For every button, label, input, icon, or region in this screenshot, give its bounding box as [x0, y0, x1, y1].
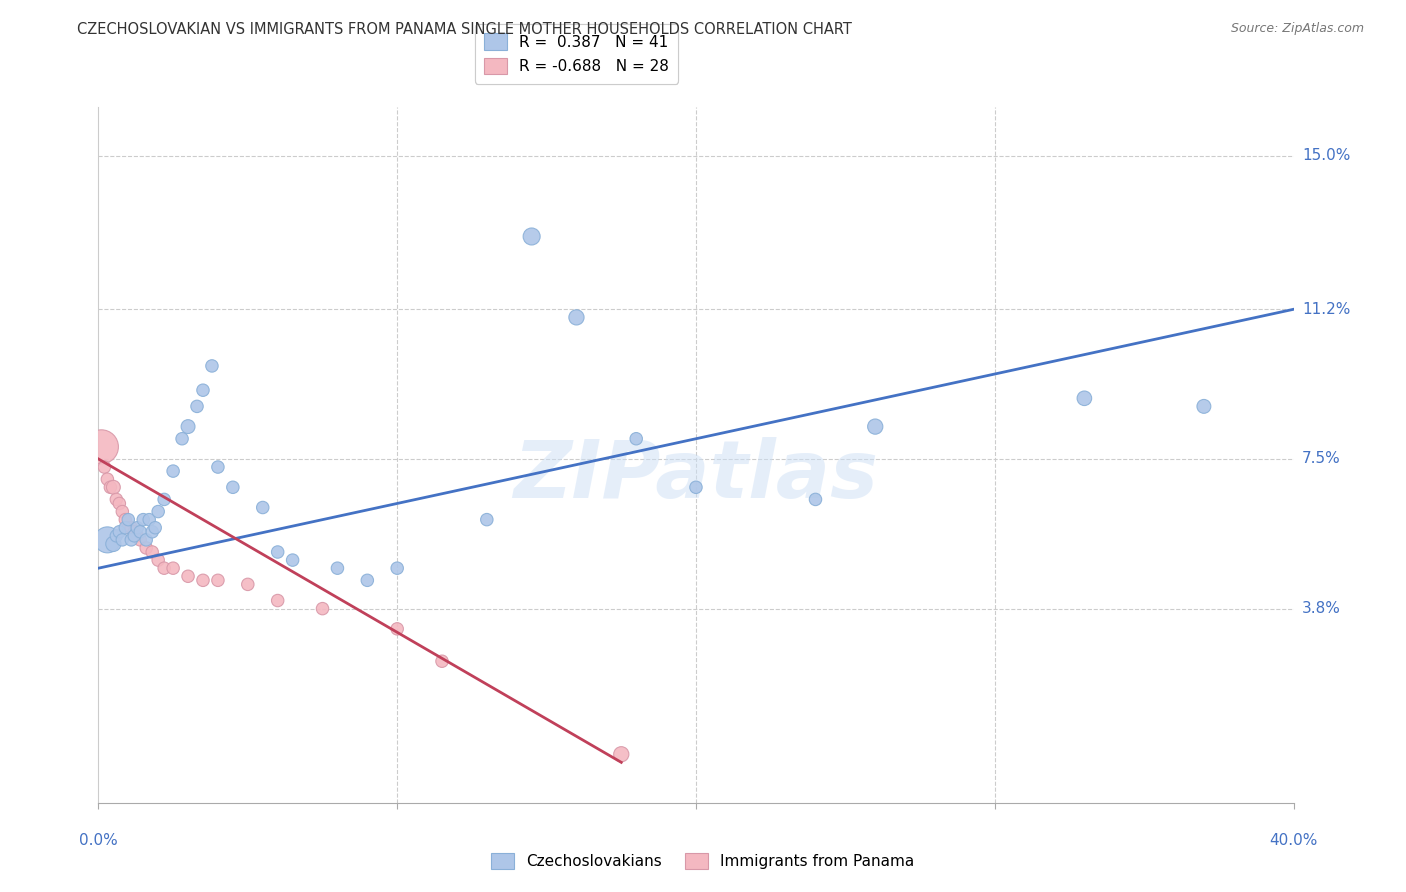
Point [191, 383, 214, 397]
Point [475, 513, 498, 527]
Point [103, 480, 125, 494]
Point [135, 533, 157, 547]
Legend: R =  0.387   N = 41, R = -0.688   N = 28: R = 0.387 N = 41, R = -0.688 N = 28 [475, 24, 678, 84]
Point [1073, 392, 1095, 406]
Point [430, 654, 453, 668]
Point [111, 504, 134, 518]
Point [124, 524, 146, 539]
Point [520, 229, 543, 244]
Point [138, 513, 160, 527]
Text: CZECHOSLOVAKIAN VS IMMIGRANTS FROM PANAMA SINGLE MOTHER HOUSEHOLDS CORRELATION C: CZECHOSLOVAKIAN VS IMMIGRANTS FROM PANAM… [77, 22, 852, 37]
Point [108, 524, 131, 539]
Text: 15.0%: 15.0% [1302, 148, 1350, 163]
Point [201, 359, 224, 373]
Point [108, 496, 131, 510]
Point [96, 533, 118, 547]
Point [356, 574, 378, 588]
Point [127, 529, 149, 543]
Point [311, 601, 333, 615]
Point [120, 521, 142, 535]
Point [127, 521, 149, 535]
Point [177, 569, 200, 583]
Point [610, 747, 633, 762]
Point [207, 460, 229, 475]
Point [1192, 400, 1215, 414]
Point [141, 524, 163, 539]
Point [132, 513, 155, 527]
Point [252, 500, 274, 515]
Point [153, 561, 176, 575]
Point [207, 574, 229, 588]
Point [143, 521, 166, 535]
Point [191, 574, 214, 588]
Text: 0.0%: 0.0% [79, 833, 118, 848]
Point [172, 432, 194, 446]
Point [129, 533, 152, 547]
Text: 7.5%: 7.5% [1302, 451, 1340, 467]
Point [281, 553, 304, 567]
Point [326, 561, 349, 575]
Point [90, 440, 112, 454]
Text: Source: ZipAtlas.com: Source: ZipAtlas.com [1230, 22, 1364, 36]
Point [626, 432, 648, 446]
Point [111, 533, 134, 547]
Point [186, 400, 208, 414]
Point [114, 513, 136, 527]
Text: 3.8%: 3.8% [1302, 601, 1341, 616]
Point [103, 537, 125, 551]
Point [93, 460, 115, 475]
Point [236, 577, 259, 591]
Point [162, 561, 184, 575]
Point [120, 533, 142, 547]
Text: 40.0%: 40.0% [1270, 833, 1317, 848]
Point [222, 480, 245, 494]
Point [148, 553, 170, 567]
Text: ZIPatlas: ZIPatlas [513, 437, 879, 515]
Point [114, 521, 136, 535]
Point [135, 541, 157, 555]
Point [98, 480, 122, 494]
Point [105, 492, 128, 507]
Point [141, 545, 163, 559]
Point [804, 492, 827, 507]
Point [685, 480, 707, 494]
Point [162, 464, 184, 478]
Point [117, 513, 139, 527]
Legend: Czechoslovakians, Immigrants from Panama: Czechoslovakians, Immigrants from Panama [485, 847, 921, 875]
Point [267, 545, 290, 559]
Text: 11.2%: 11.2% [1302, 301, 1350, 317]
Point [148, 504, 170, 518]
Point [124, 529, 146, 543]
Point [129, 524, 152, 539]
Point [565, 310, 588, 325]
Point [267, 593, 290, 607]
Point [865, 419, 887, 434]
Point [105, 529, 128, 543]
Point [177, 419, 200, 434]
Point [117, 521, 139, 535]
Point [385, 622, 409, 636]
Point [153, 492, 176, 507]
Point [385, 561, 409, 575]
Point [96, 472, 118, 486]
